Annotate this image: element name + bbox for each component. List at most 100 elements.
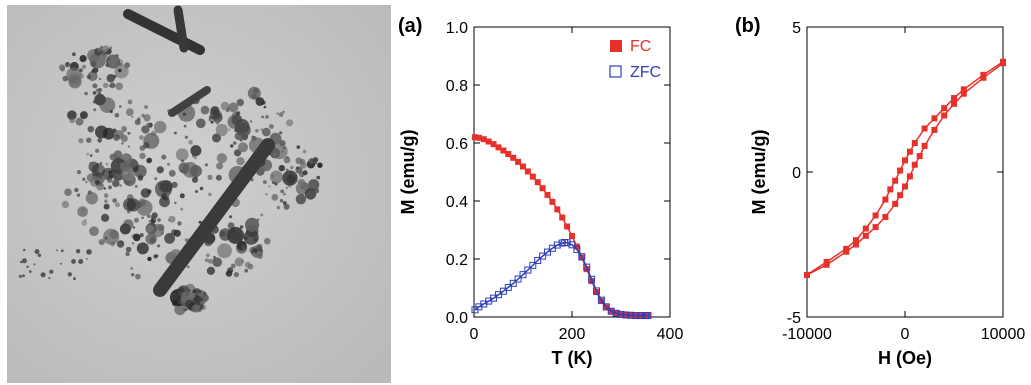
particle xyxy=(316,175,321,180)
particle xyxy=(236,157,245,166)
particle xyxy=(191,304,200,313)
particle xyxy=(22,274,25,278)
particle xyxy=(217,243,232,259)
particle xyxy=(268,185,271,188)
particle xyxy=(256,244,263,250)
particle xyxy=(271,193,279,201)
particle xyxy=(105,162,109,166)
particle xyxy=(121,127,127,133)
particle xyxy=(21,258,27,264)
particle xyxy=(93,176,97,180)
data-point xyxy=(882,213,889,220)
particle xyxy=(48,277,51,280)
particle xyxy=(241,133,249,141)
particle xyxy=(146,160,150,164)
particle xyxy=(137,117,141,121)
particle xyxy=(85,180,88,184)
particle xyxy=(280,189,284,194)
particle xyxy=(156,254,159,258)
particle xyxy=(147,189,152,194)
particle xyxy=(33,263,36,266)
particle xyxy=(133,217,139,223)
particle xyxy=(102,82,109,89)
particle xyxy=(143,114,151,122)
data-point xyxy=(960,90,967,97)
particle xyxy=(296,166,299,170)
particle xyxy=(208,192,212,197)
data-point xyxy=(804,271,810,278)
particle xyxy=(86,258,88,260)
particle xyxy=(138,198,147,207)
data-point xyxy=(882,196,889,203)
particle xyxy=(263,105,267,109)
particle xyxy=(97,138,102,143)
particle xyxy=(98,77,102,81)
y-tick-label: 0.8 xyxy=(446,78,468,95)
particle xyxy=(150,130,157,137)
particle xyxy=(59,262,62,265)
particle xyxy=(23,248,26,252)
particle xyxy=(182,161,199,178)
particle xyxy=(75,249,81,254)
particle xyxy=(193,155,197,160)
particle xyxy=(234,119,250,134)
particle xyxy=(262,127,271,137)
particle xyxy=(180,207,184,211)
particle xyxy=(98,239,105,246)
particle xyxy=(203,291,207,295)
particle xyxy=(257,253,263,259)
particle xyxy=(123,219,134,230)
data-point xyxy=(529,261,537,269)
data-point xyxy=(539,252,547,260)
particle xyxy=(247,86,261,100)
particle xyxy=(239,225,244,229)
particle xyxy=(134,119,141,126)
data-point xyxy=(892,177,899,184)
data-point xyxy=(569,233,575,240)
data-point xyxy=(505,151,512,158)
particle xyxy=(262,180,267,185)
particle xyxy=(106,177,113,183)
y-axis-label: M (emu/g) xyxy=(398,130,418,215)
particle xyxy=(102,127,115,140)
particle xyxy=(113,134,120,141)
data-point xyxy=(593,287,600,295)
particle xyxy=(148,219,152,223)
particle xyxy=(106,74,115,83)
particle xyxy=(159,196,170,208)
data-point xyxy=(906,173,913,180)
particle xyxy=(40,272,46,278)
particle xyxy=(67,110,77,120)
data-point xyxy=(951,95,957,102)
particle xyxy=(230,263,236,269)
data-point xyxy=(617,310,625,318)
particle xyxy=(77,206,88,218)
data-point xyxy=(632,312,640,320)
particle xyxy=(255,128,259,133)
data-point xyxy=(558,239,566,247)
data-point xyxy=(519,271,527,279)
particle xyxy=(204,163,208,167)
particle xyxy=(141,216,144,220)
particle xyxy=(102,45,109,52)
particle xyxy=(296,145,301,149)
particle xyxy=(156,166,164,174)
particle xyxy=(104,199,108,203)
particle xyxy=(119,184,122,187)
particle xyxy=(179,193,185,199)
particle xyxy=(286,119,294,127)
data-point xyxy=(921,142,928,149)
particle xyxy=(184,238,189,242)
particle xyxy=(183,124,187,128)
particle xyxy=(160,180,173,193)
particle xyxy=(174,131,177,135)
particle xyxy=(82,177,86,181)
data-point xyxy=(553,241,561,249)
particle xyxy=(79,55,87,63)
series-line xyxy=(474,136,648,317)
y-axis-label: M (emu/g) xyxy=(749,130,769,215)
particle xyxy=(282,110,285,114)
x-tick-label: 0 xyxy=(470,326,479,343)
particle xyxy=(137,175,144,181)
